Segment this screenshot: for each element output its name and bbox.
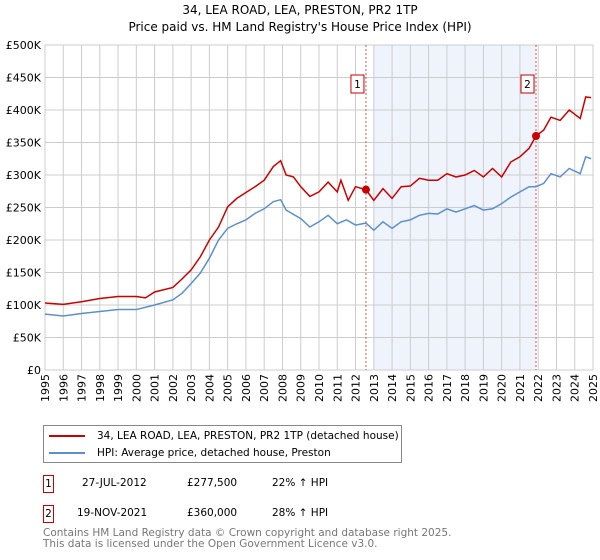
y-tick-label: £150K: [6, 267, 42, 280]
sale-label-box: [350, 74, 365, 94]
legend-label: 34, LEA ROAD, LEA, PRESTON, PR2 1TP (det…: [97, 430, 399, 442]
legend-item-property: 34, LEA ROAD, LEA, PRESTON, PR2 1TP (det…: [44, 428, 399, 444]
x-tick-label: 2013: [368, 374, 381, 402]
x-tick-label: 2004: [203, 374, 216, 402]
x-tick-label: 1995: [39, 374, 52, 402]
x-tick-label: 2017: [441, 374, 454, 402]
x-tick-label: 2008: [276, 374, 289, 402]
x-tick-label: 2019: [477, 374, 490, 402]
sale-hpi: 22% ↑ HPI: [272, 477, 329, 489]
series-line: [44, 96, 592, 306]
x-tick-label: 2025: [587, 374, 600, 402]
sale-row: 2 19-NOV-2021 £360,000 28% ↑ HPI: [43, 505, 543, 523]
x-tick-label: 2000: [130, 374, 143, 402]
y-tick-label: £500K: [6, 39, 42, 52]
x-tick-label: 2015: [404, 374, 417, 402]
sale-label: 1: [354, 79, 361, 91]
footer-licence: This data is licensed under the Open Gov…: [43, 538, 378, 550]
x-tick-label: 1996: [57, 374, 70, 402]
x-tick-label: 2021: [514, 374, 527, 402]
x-tick-label: 2005: [222, 374, 235, 402]
sale-date: 27-JUL-2012: [82, 477, 147, 489]
plot-border: [44, 44, 594, 371]
series-line: [44, 155, 592, 317]
sale-row: 1 27-JUL-2012 £277,500 22% ↑ HPI: [43, 475, 543, 493]
chart-title: 34, LEA ROAD, LEA, PRESTON, PR2 1TP: [182, 3, 418, 17]
legend-label: HPI: Average price, detached house, Pres…: [97, 447, 331, 459]
y-tick-label: £100K: [6, 299, 42, 312]
y-tick-label: £350K: [6, 137, 42, 150]
sale-badge: 1: [43, 475, 54, 493]
legend-swatch-red: [49, 435, 85, 437]
x-tick-label: 2020: [496, 374, 509, 402]
legend-swatch-blue: [49, 452, 85, 454]
legend: 34, LEA ROAD, LEA, PRESTON, PR2 1TP (det…: [43, 425, 402, 463]
x-tick-label: 2006: [240, 374, 253, 402]
y-tick-label: £0: [27, 364, 41, 377]
footer-copyright: Contains HM Land Registry data © Crown c…: [43, 527, 452, 539]
x-tick-label: 1999: [112, 374, 125, 402]
x-tick-label: 2022: [532, 374, 545, 402]
x-tick-label: 2018: [459, 374, 472, 402]
sale-point: [532, 132, 541, 140]
sale-point: [361, 185, 370, 194]
line-chart: £0 £50K £100K £150K £200K £250K £300K £350K £400…: [6, 39, 600, 402]
x-tick-label: 2016: [423, 374, 436, 402]
sale-label: 2: [524, 79, 531, 91]
x-tick-label: 2014: [386, 374, 399, 402]
x-tick-label: 2010: [313, 374, 326, 402]
x-tick-label: 2011: [331, 374, 344, 402]
x-tick-label: 2002: [167, 374, 180, 402]
legend-item-hpi: HPI: Average price, detached house, Pres…: [44, 445, 331, 461]
x-tick-label: 2001: [149, 374, 162, 402]
sale-badge: 2: [43, 505, 54, 523]
y-tick-label: £400K: [6, 104, 42, 117]
sale-hpi: 28% ↑ HPI: [272, 507, 329, 519]
footer: Contains HM Land Registry data © Crown c…: [43, 528, 451, 550]
sale-label-box: [520, 74, 535, 94]
chart-subtitle: Price paid vs. HM Land Registry's House …: [128, 20, 472, 34]
y-tick-label: £200K: [6, 234, 42, 247]
x-tick-label: 2023: [550, 374, 563, 402]
x-tick-label: 2007: [258, 374, 271, 402]
y-tick-label: £250K: [6, 202, 42, 215]
x-tick-label: 1998: [94, 374, 107, 402]
sale-price: £277,500: [187, 477, 238, 489]
x-tick-label: 2024: [569, 374, 582, 402]
y-tick-label: £50K: [13, 332, 42, 345]
sale-price: £360,000: [187, 507, 238, 519]
x-tick-label: 2009: [295, 374, 308, 402]
y-tick-label: £300K: [6, 169, 42, 182]
x-tick-label: 2012: [350, 374, 363, 402]
x-tick-label: 2003: [185, 374, 198, 402]
y-tick-label: £450K: [6, 72, 42, 85]
x-tick-label: 1997: [76, 374, 89, 402]
sale-date: 19-NOV-2021: [77, 507, 148, 519]
